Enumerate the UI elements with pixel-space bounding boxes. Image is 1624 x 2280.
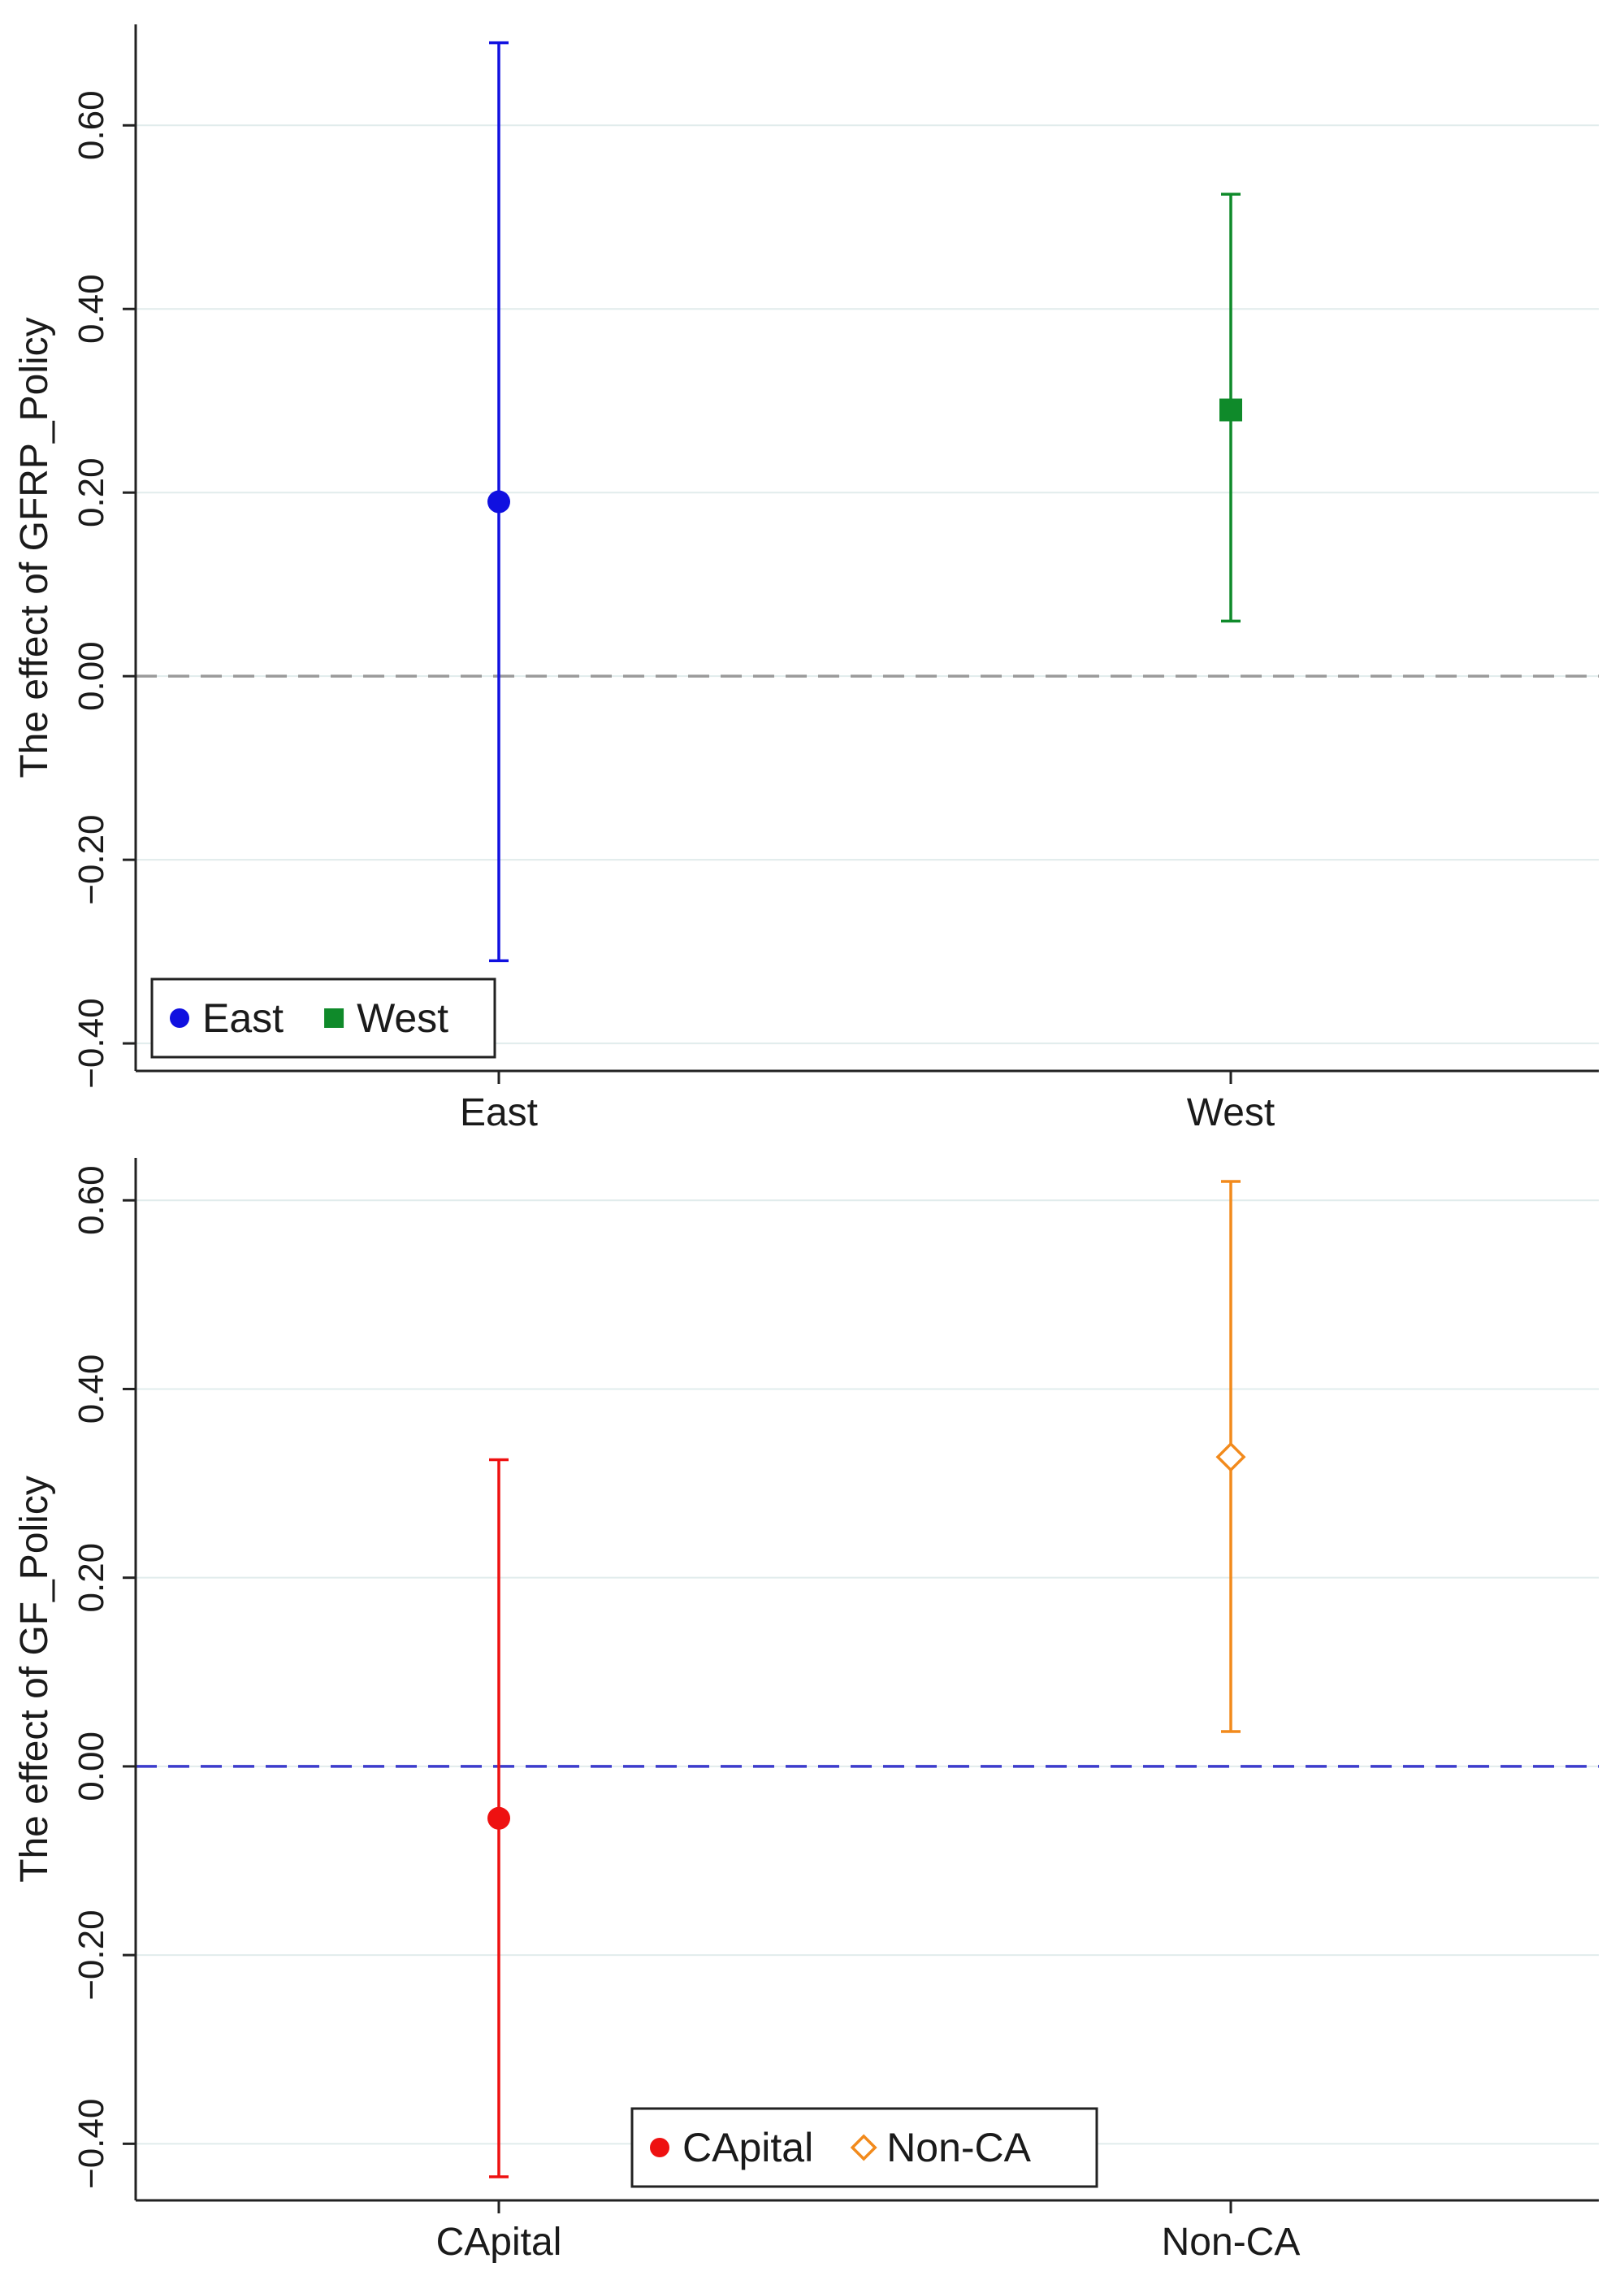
legend: CApital Non-CA xyxy=(630,2107,1098,2188)
y-axis-title: The effect of GF_Policy xyxy=(13,1476,56,1883)
legend-entry-label: Non-CA xyxy=(886,2125,1031,2170)
series-east xyxy=(487,41,510,963)
chart-panel-2: −0.40 −0.20 0.00 0.20 0.40 0.60 CApital Non-CA T… xyxy=(13,1158,1599,2264)
legend-marker-circle xyxy=(650,2138,669,2157)
y-tick-label: 0.20 xyxy=(71,1543,111,1613)
y-tick-label: 0.40 xyxy=(71,1355,111,1424)
series-capital xyxy=(487,1458,510,2178)
chart-panel-1: −0.40 −0.20 0.00 0.20 0.40 0.60 East West The ef… xyxy=(13,24,1599,1134)
legend: East West xyxy=(150,977,496,1059)
point-estimate-circle xyxy=(487,1806,510,1830)
legend-entry-label: East xyxy=(202,995,284,1041)
series-west xyxy=(1219,193,1242,623)
y-axis-title: The effect of GFRP_Policy xyxy=(13,317,56,778)
point-estimate-square xyxy=(1219,398,1242,422)
legend-marker-diamond xyxy=(850,2134,877,2161)
legend-marker-circle xyxy=(170,1008,189,1028)
y-tick-label: 0.00 xyxy=(71,641,111,711)
y-tick-label: 0.60 xyxy=(71,90,111,160)
legend-marker-square xyxy=(324,1008,344,1028)
y-tick-label: 0.20 xyxy=(71,457,111,527)
y-tick-label: −0.20 xyxy=(71,1909,111,2000)
y-tick-label: −0.20 xyxy=(71,814,111,904)
y-tick-label: 0.40 xyxy=(71,274,111,344)
legend-entry-label: West xyxy=(357,995,448,1041)
y-tick-label: −0.40 xyxy=(71,2099,111,2189)
legend-entry-label: CApital xyxy=(682,2125,813,2170)
y-tick-label: −0.40 xyxy=(71,998,111,1088)
legend-box xyxy=(150,977,496,1059)
x-category-label: Non-CA xyxy=(1162,2221,1301,2264)
point-estimate-circle xyxy=(487,490,510,514)
x-category-label: West xyxy=(1187,1091,1275,1134)
x-category-label: East xyxy=(460,1091,538,1134)
point-estimate-diamond xyxy=(1215,1441,1246,1472)
y-tick-label: 0.60 xyxy=(71,1165,111,1235)
y-tick-label: 0.00 xyxy=(71,1732,111,1801)
series-non-ca xyxy=(1215,1180,1246,1733)
x-category-label: CApital xyxy=(436,2221,562,2264)
